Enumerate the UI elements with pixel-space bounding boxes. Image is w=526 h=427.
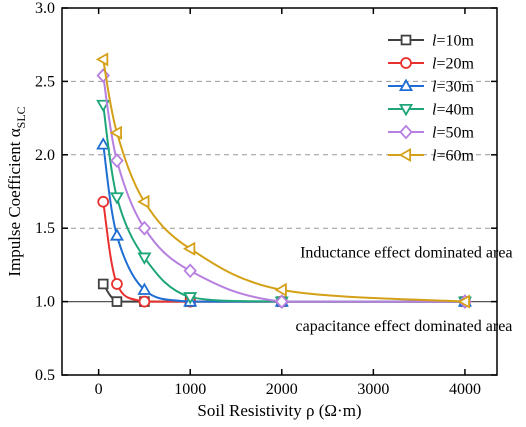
legend-item: l=20m bbox=[388, 56, 474, 73]
legend-marker bbox=[400, 34, 412, 46]
legend-label-var: l bbox=[432, 33, 437, 50]
data-point bbox=[96, 137, 111, 150]
data-point bbox=[137, 282, 152, 295]
y-tick-label: 0.5 bbox=[35, 367, 55, 384]
y-tick-label: 1.5 bbox=[35, 220, 55, 237]
legend-item: l=10m bbox=[388, 33, 474, 50]
data-point bbox=[111, 296, 123, 307]
legend-marker bbox=[398, 103, 414, 117]
series-4 bbox=[96, 68, 472, 309]
legend-item: l=30m bbox=[388, 79, 474, 96]
data-point bbox=[275, 294, 289, 309]
plot-frame bbox=[61, 7, 498, 376]
legend-label-value: =50m bbox=[436, 125, 474, 142]
legend-marker bbox=[398, 147, 412, 163]
annotation-0: Inductance effect dominated area bbox=[300, 245, 512, 262]
x-tick-label: 1000 bbox=[174, 381, 206, 398]
x-tick-label: 0 bbox=[95, 381, 103, 398]
x-tick-label: 2000 bbox=[266, 381, 298, 398]
y-axis-title-main: Impulse Coefficient α bbox=[5, 128, 24, 276]
series-line bbox=[102, 104, 465, 303]
legend-label-var: l bbox=[432, 79, 437, 96]
data-point bbox=[111, 278, 123, 290]
axis-ticks: 0 1000 2000 3000 4000 0.5 1.0 1.5 2.0 2.5 3.0 bbox=[35, 0, 497, 398]
legend-label: l=40m bbox=[432, 102, 474, 119]
y-tick-label: 2.5 bbox=[35, 73, 55, 90]
x-axis-title: Soil Resistivity ρ (Ω·m) bbox=[197, 401, 361, 420]
y-axis-title: Impulse Coefficient αSLC bbox=[5, 106, 28, 276]
y-tick-label: 1.0 bbox=[35, 294, 55, 311]
legend-label: l=50m bbox=[432, 125, 474, 142]
data-point bbox=[109, 228, 124, 241]
series-line bbox=[102, 59, 466, 303]
annotation-1: capacitance effect dominated area bbox=[296, 318, 513, 335]
legend-label-value: =10m bbox=[436, 33, 474, 50]
legend-item: l=50m bbox=[388, 125, 474, 142]
gridlines bbox=[62, 80, 497, 229]
legend-label-value: =60m bbox=[436, 148, 474, 165]
data-point bbox=[137, 220, 152, 236]
data-point bbox=[183, 292, 198, 305]
data-point bbox=[182, 241, 196, 256]
data-point bbox=[97, 278, 109, 290]
legend-label-var: l bbox=[432, 125, 437, 142]
legend-item: l=40m bbox=[388, 102, 474, 119]
legend-marker bbox=[400, 57, 412, 69]
legend-label-value: =20m bbox=[436, 56, 474, 73]
legend-marker bbox=[398, 78, 414, 92]
series-5 bbox=[95, 52, 470, 309]
data-point bbox=[97, 195, 110, 208]
x-tick-label: 3000 bbox=[357, 381, 389, 398]
data-point bbox=[95, 52, 109, 67]
legend-label-var: l bbox=[432, 56, 437, 73]
y-tick-label: 3.0 bbox=[35, 0, 55, 17]
data-point bbox=[274, 282, 287, 297]
legend-item: l=60m bbox=[388, 148, 474, 165]
x-tick-label: 4000 bbox=[449, 381, 481, 398]
legend-label-value: =30m bbox=[436, 79, 474, 96]
legend-label: l=60m bbox=[432, 148, 474, 165]
data-point bbox=[138, 295, 151, 308]
data-point bbox=[109, 192, 124, 205]
legend-label: l=10m bbox=[432, 33, 474, 50]
legend-label: l=30m bbox=[432, 79, 474, 96]
series-2 bbox=[96, 137, 472, 307]
data-point bbox=[183, 263, 197, 279]
series-line bbox=[102, 144, 465, 303]
annotations: Inductance effect dominated area capacita… bbox=[296, 245, 513, 335]
series-group bbox=[95, 52, 472, 309]
data-point bbox=[137, 194, 150, 209]
legend-label: l=20m bbox=[432, 56, 474, 73]
y-axis-title-sub: SLC bbox=[14, 106, 28, 128]
legend-marker bbox=[399, 124, 413, 140]
y-tick-label: 2.0 bbox=[35, 147, 55, 164]
legend-label-value: =40m bbox=[436, 102, 474, 119]
data-point bbox=[457, 294, 470, 309]
legend-label-var: l bbox=[432, 102, 437, 119]
legend-label-var: l bbox=[432, 148, 437, 165]
data-point bbox=[137, 252, 152, 265]
data-point bbox=[109, 125, 122, 140]
data-point bbox=[110, 153, 124, 169]
